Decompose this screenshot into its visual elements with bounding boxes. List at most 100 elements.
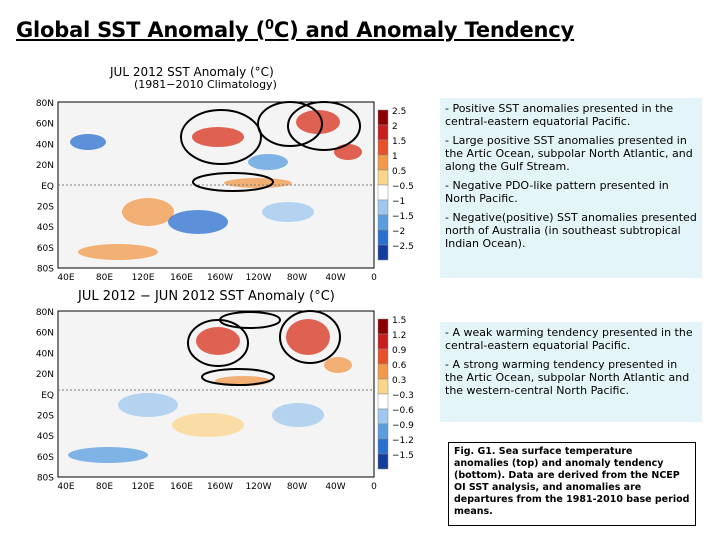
anomaly-region [334,144,362,160]
scale-label: −2 [392,227,405,237]
map-top-subtitle: (1981−2010 Climatology) [134,78,277,91]
lon-label: 40E [57,482,74,492]
color-scale-swatch [377,184,389,201]
lon-label: 120E [132,273,155,282]
scale-label: 1 [392,152,398,162]
color-scale-swatch [377,229,389,246]
anomaly-region [122,198,174,226]
lat-label: 60S [37,244,54,254]
lat-label: 40N [36,140,54,150]
lon-label: 120W [245,273,271,282]
color-scale-swatch [377,199,389,216]
lon-label: 160W [207,273,233,282]
lat-label: 60N [36,329,54,339]
scale-label: 1.5 [392,137,406,147]
color-scale-swatch [377,393,389,410]
finding-item: - Large positive SST anomalies presented… [445,134,693,173]
anomaly-region [68,447,148,463]
scale-label: 1.5 [392,316,406,326]
lon-label: 160E [170,482,193,492]
lon-label: 80E [96,273,113,282]
color-scale-swatch [377,318,389,335]
color-scale-swatch [377,333,389,350]
color-scale-swatch [377,214,389,231]
scale-label: −0.6 [392,406,414,416]
anomaly-region [78,244,158,260]
lat-label: 20N [36,161,54,171]
anomaly-region [248,154,288,170]
lat-label: EQ [41,182,54,192]
lon-label: 80W [287,482,307,492]
scale-label: 0.5 [392,167,406,177]
finding-item: - A weak warming tendency presented in t… [445,326,693,352]
anomaly-region [70,134,106,150]
page-title: Global SST Anomaly (0C) and Anomaly Tend… [16,18,575,42]
anomaly-region [192,127,244,147]
lon-label: 40E [57,273,74,282]
lat-label: 40S [37,223,54,233]
lon-label: 160W [207,482,233,492]
lon-label: 0 [371,482,377,492]
scale-label: 1.2 [392,331,406,341]
finding-item: - Positive SST anomalies presented in th… [445,102,674,128]
color-scale-swatch [377,348,389,365]
lat-label: 80S [37,474,54,484]
color-scale-swatch [377,378,389,395]
anomaly-region [196,327,240,355]
color-scale-swatch [377,124,389,141]
lat-label: 40S [37,432,54,442]
lat-label: 80S [37,265,54,275]
lon-label: 0 [371,273,377,282]
scale-label: 2 [392,122,398,132]
top-findings-panel: - Positive SST anomalies presented in th… [440,98,702,278]
lat-label: 20S [37,203,54,213]
lat-label: EQ [41,391,54,401]
lon-label: 40W [325,273,345,282]
scale-label: −0.3 [392,391,414,401]
scale-label: 0.9 [392,346,407,356]
scale-label: 0.3 [392,376,406,386]
color-scale-swatch [377,423,389,440]
lat-label: 80N [36,308,54,318]
anomaly-region [262,202,314,222]
color-scale-swatch [377,139,389,156]
lat-label: 20S [37,412,54,422]
lat-label: 60S [37,453,54,463]
lon-label: 120W [245,482,271,492]
scale-label: −0.9 [392,421,414,431]
scale-label: −1.2 [392,436,414,446]
anomaly-region [172,413,244,437]
anomaly-region [168,210,228,234]
scale-label: −0.5 [392,182,414,192]
sst-anomaly-map: JUL 2012 SST Anomaly (°C) (1981−2010 Cli… [28,62,438,282]
lat-label: 80N [36,99,54,109]
finding-item: - A strong warming tendency presented in… [445,358,690,397]
color-scale-swatch [377,109,389,126]
anomaly-region [272,403,324,427]
lon-label: 40W [325,482,345,492]
color-scale-swatch [377,438,389,455]
anomaly-region [324,357,352,373]
scale-label: 2.5 [392,107,406,117]
color-scale-swatch [377,408,389,425]
color-scale-swatch [377,453,389,470]
finding-item: - Negative(positive) SST anomalies prese… [445,211,697,250]
anomaly-region [286,319,330,355]
scale-label: −1.5 [392,451,414,461]
anomaly-region [224,178,292,188]
map-top-title: JUL 2012 SST Anomaly (°C) [110,65,274,79]
anomaly-region [296,110,340,134]
color-scale-swatch [377,363,389,380]
lon-label: 120E [132,482,155,492]
sst-tendency-map: JUL 2012 − JUN 2012 SST Anomaly (°C) 80N… [28,285,438,520]
scale-label: −1 [392,197,405,207]
lat-label: 60N [36,120,54,130]
finding-item: - Negative PDO-like pattern presented in… [445,179,669,205]
lat-label: 20N [36,370,54,380]
scale-label: −2.5 [392,242,414,252]
color-scale-swatch [377,244,389,261]
anomaly-region [118,393,178,417]
scale-label: 0.6 [392,361,407,371]
bottom-findings-panel: - A weak warming tendency presented in t… [440,322,702,422]
lon-label: 160E [170,273,193,282]
